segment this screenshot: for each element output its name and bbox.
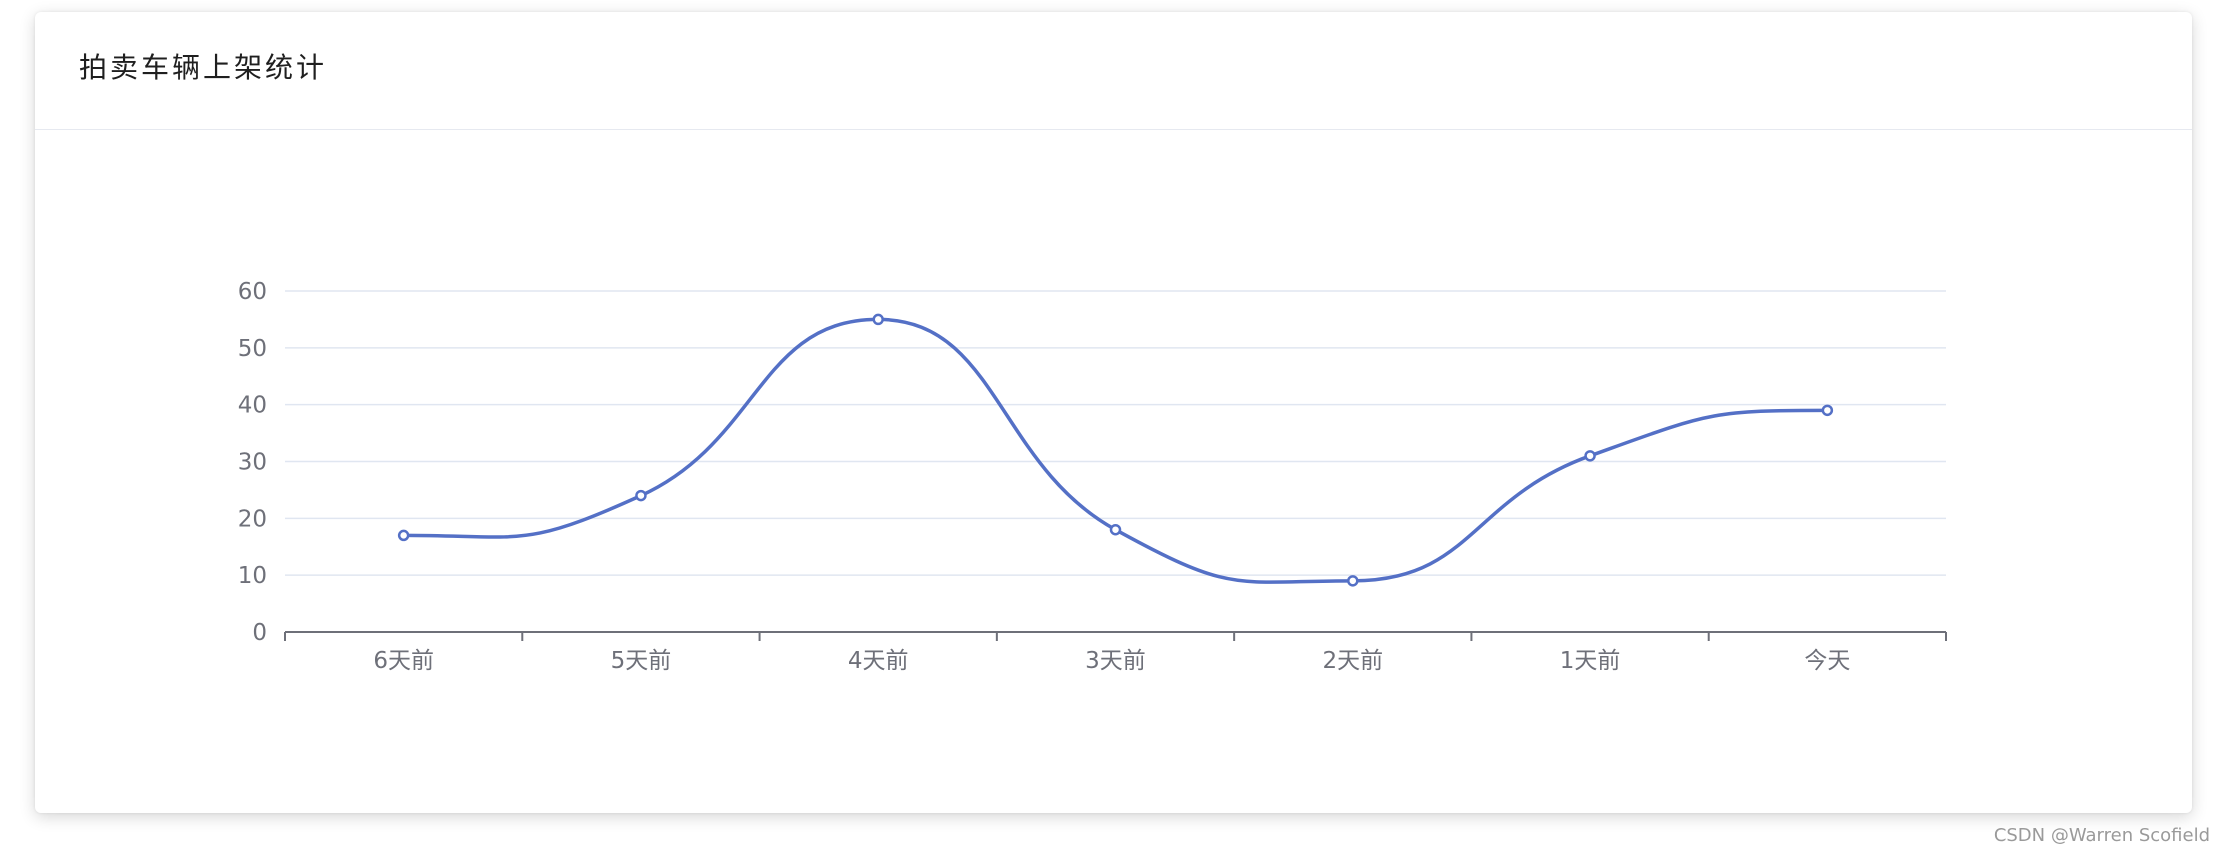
- data-point: [397, 529, 410, 542]
- series-path: [403, 317, 1828, 584]
- data-point: [1109, 523, 1122, 536]
- x-tick-label: 1天前: [1560, 648, 1621, 674]
- y-tick-label: 10: [238, 563, 267, 589]
- card-title: 拍卖车辆上架统计: [79, 51, 328, 84]
- data-point: [872, 313, 884, 326]
- data-point: [635, 489, 647, 502]
- series-line: [403, 317, 1828, 584]
- data-points: [397, 313, 1834, 587]
- y-tick-label: 20: [238, 506, 267, 532]
- y-axis-labels: 0 10 20 30 40 50 60: [238, 279, 267, 646]
- x-axis-labels: 6天前 5天前 4天前 3天前 2天前 1天前 今天: [373, 648, 1850, 674]
- x-tick-label: 2天前: [1322, 648, 1383, 674]
- x-tick-label: 3天前: [1085, 648, 1146, 674]
- x-tick-label: 今天: [1804, 648, 1850, 674]
- y-tick-label: 60: [238, 279, 267, 305]
- y-tick-label: 50: [238, 336, 267, 362]
- data-point: [1584, 450, 1596, 462]
- data-point: [1821, 404, 1834, 417]
- x-axis: [284, 631, 1947, 641]
- data-point: [1347, 575, 1359, 587]
- card-header: 拍卖车辆上架统计: [35, 12, 2192, 130]
- y-tick-label: 0: [252, 620, 267, 646]
- y-tick-label: 30: [238, 450, 267, 476]
- grid-lines: [285, 290, 1946, 576]
- x-tick-label: 4天前: [848, 648, 909, 674]
- y-tick-label: 40: [238, 393, 267, 419]
- x-tick-label: 6天前: [373, 648, 434, 674]
- watermark: CSDN @Warren Scofield: [1993, 825, 2210, 846]
- x-tick-label: 5天前: [611, 648, 672, 674]
